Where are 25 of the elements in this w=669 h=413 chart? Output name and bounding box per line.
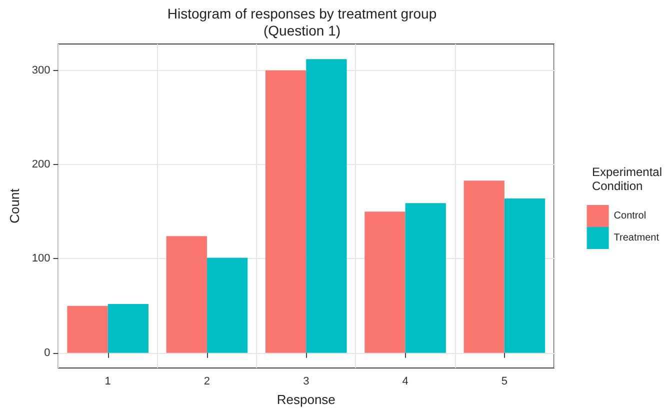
x-tick-label: 1 [104, 376, 111, 388]
x-axis-title: Response [276, 392, 336, 407]
bar [405, 203, 446, 353]
y-tick-label: 100 [32, 252, 50, 265]
bar [265, 70, 306, 353]
bar [464, 180, 504, 353]
chart-title: Histogram of responses by treatment group (Question 1) [167, 6, 437, 38]
bar [166, 236, 207, 353]
y-axis-title: Count [7, 188, 22, 224]
legend-label: Treatment [614, 232, 660, 244]
x-tick-label: 4 [402, 376, 408, 388]
y-tick-label: 200 [32, 158, 50, 171]
bar [504, 198, 546, 353]
legend-label: Control [614, 210, 646, 222]
legend-title: Experimental Condition [592, 165, 662, 193]
x-tick-label: 2 [204, 376, 210, 388]
bar [67, 306, 108, 353]
bar [206, 258, 248, 353]
bar [108, 304, 148, 353]
bar [364, 212, 406, 353]
x-tick-label: 5 [501, 376, 508, 388]
x-tick-label: 3 [303, 376, 310, 388]
bar [306, 59, 347, 353]
y-tick-label: 0 [44, 346, 50, 359]
y-tick-label: 300 [32, 64, 50, 76]
